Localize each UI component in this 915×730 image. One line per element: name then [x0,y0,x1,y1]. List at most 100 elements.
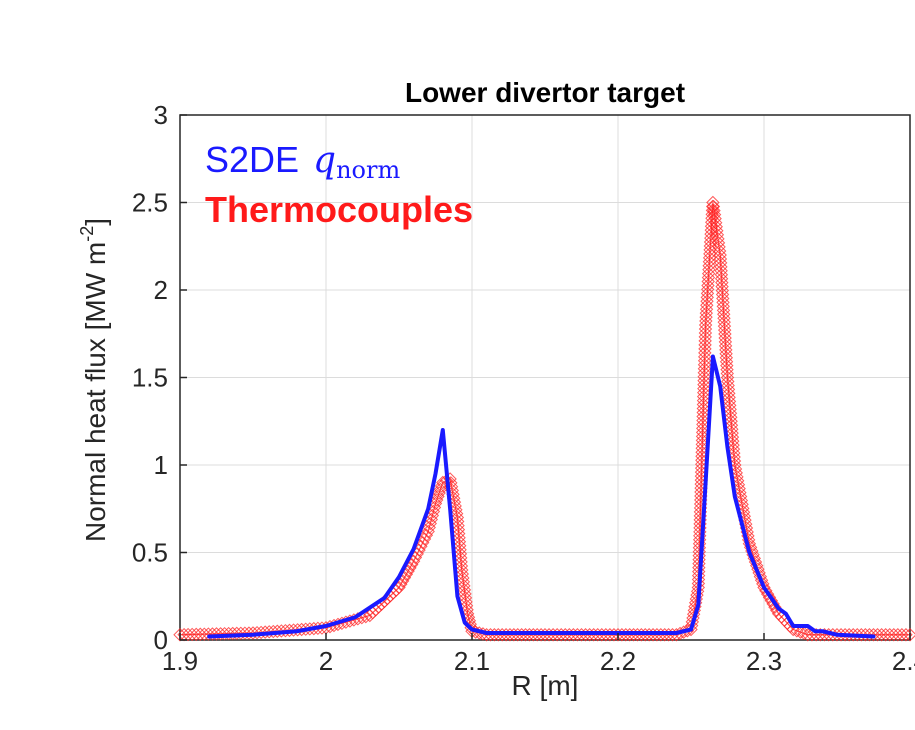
thermocouple-marker [706,195,720,210]
thermocouple-marker [459,599,474,613]
y-tick-label: 0 [154,625,168,655]
thermocouple-marker [710,228,725,242]
thermocouple-marker [726,442,741,456]
thermocouple-marker [756,577,770,591]
thermocouple-marker [421,524,435,539]
thermocouple-marker [708,211,722,226]
x-tick-label: 2 [319,646,333,676]
thermocouple-marker [453,547,468,561]
y-tick-label: 2 [154,275,168,305]
thermocouple-marker [725,430,740,444]
legend: S2DE qnorm Thermocouples [205,139,473,230]
thermocouple-marker [711,236,726,250]
thermocouple-marker [453,539,467,553]
thermocouple-marker [721,374,735,389]
thermocouple-marker [721,378,735,393]
y-axis-label: Normal heat flux [MW m-2] [77,218,111,542]
thermocouple-marker [455,567,470,581]
thermocouple-marker [451,514,465,529]
x-axis-label: R [m] [512,670,579,701]
thermocouple-marker [720,370,735,385]
y-tick-label: 1.5 [132,363,168,393]
thermocouple-marker [724,410,738,424]
thermocouple-marker [451,518,465,533]
x-axis-ticks: 1.9 2 2.1 2.2 2.3 2.4 [162,633,915,676]
thermocouple-marker [723,406,738,421]
thermocouple-marker [712,240,726,254]
y-tick-label: 2.5 [132,188,168,218]
x-tick-label: 2.3 [746,646,782,676]
thermocouple-marker [452,530,466,545]
y-axis-ticks: 0 0.5 1 1.5 2 2.5 3 [132,100,187,655]
thermocouple-marker [457,583,472,597]
thermocouple-marker [797,626,811,641]
thermocouple-marker [451,522,466,537]
thermocouple-marker [707,207,722,222]
thermocouple-marker [722,394,737,409]
thermocouple-marker [422,520,436,535]
thermocouple-marker [706,199,721,214]
thermocouple-marker [723,398,737,413]
thermocouple-marker [455,563,469,577]
thermocouple-marker [454,551,468,565]
thermocouple-marker [460,603,474,617]
thermocouple-marker [793,625,808,639]
thermocouple-marker [711,232,725,246]
thermocouple-marker [456,571,470,585]
s2de-line [207,354,876,639]
thermocouple-marker [768,600,782,614]
thermocouple-marker [724,418,739,432]
thermocouple-marker [454,559,469,573]
thermocouple-marker [721,382,736,397]
thermocouple-marker [790,624,804,638]
thermocouple-marker [449,506,464,521]
thermocouple-marker [760,587,775,601]
thermocouple-marker [764,593,779,608]
y-tick-label: 3 [154,100,168,130]
series-s2de [207,354,876,639]
y-tick-label: 0.5 [132,538,168,568]
thermocouple-marker [720,366,734,381]
thermocouple-marker [450,510,465,525]
thermocouple-marker [722,386,736,401]
thermocouple-marker [709,215,723,230]
thermocouple-marker [712,244,727,258]
thermocouple-marker [733,489,748,504]
legend-entry-thermocouples: Thermocouples [205,189,473,230]
thermocouple-marker [899,628,913,642]
thermocouple-marker [419,528,434,542]
thermocouple-marker [452,535,467,549]
grid-lines [179,114,911,641]
x-tick-label: 2.1 [454,646,490,676]
chart-title: Lower divertor target [405,77,685,108]
thermocouple-marker [723,402,737,417]
x-tick-label: 2.2 [600,646,636,676]
x-tick-label: 1.9 [162,646,198,676]
thermocouple-marker [453,543,467,557]
thermocouple-marker [726,438,740,452]
thermocouple-marker [459,595,473,609]
thermocouple-marker [725,426,739,440]
thermocouple-marker [458,591,473,605]
y-tick-label: 1 [154,450,168,480]
thermocouple-marker [762,590,777,605]
thermocouple-marker [458,587,472,601]
thermocouple-marker [710,224,724,238]
thermocouple-marker [424,512,439,527]
thermocouple-marker [709,220,723,234]
legend-entry-s2de: S2DE qnorm [205,139,400,184]
thermocouple-marker [456,575,471,589]
thermocouple-marker [725,422,739,436]
thermocouple-marker [757,580,771,595]
thermocouple-marker [766,597,780,611]
thermocouple-marker [454,555,468,569]
thermocouple-marker [722,390,736,405]
thermocouple-marker [457,579,471,593]
thermocouple-marker [707,203,721,218]
thermocouple-marker [726,434,740,448]
thermocouple-marker [759,584,773,598]
thermocouple-marker [724,414,738,428]
thermocouple-marker [903,628,915,642]
